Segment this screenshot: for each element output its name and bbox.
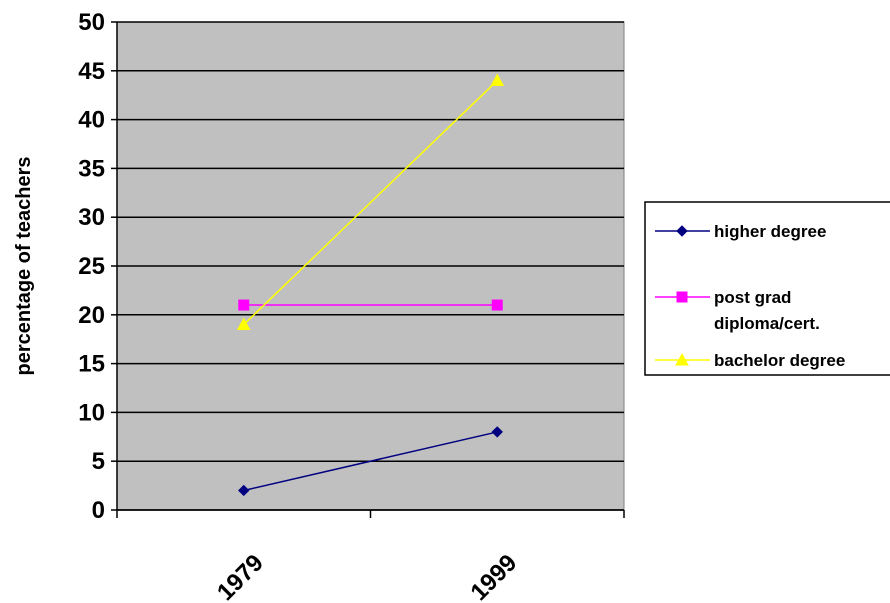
series-line [243, 80, 498, 326]
y-tick-label: 45 [78, 58, 105, 85]
legend: higher degree post grad diploma/cert. bache… [644, 201, 890, 376]
y-tick-label: 5 [92, 448, 105, 475]
y-tick-label: 40 [78, 107, 105, 134]
data-point [676, 225, 688, 237]
data-point [676, 291, 688, 303]
series-bachelor-degree [236, 73, 505, 331]
y-axis-title: percentage of teachers [13, 157, 35, 376]
data-point [491, 299, 503, 311]
y-tick-label: 10 [78, 399, 105, 426]
legend-label: diploma/cert. [714, 314, 820, 333]
series-higher-degree [238, 426, 503, 497]
x-tick-label: 1979 [212, 549, 269, 603]
y-tick-label: 0 [92, 497, 105, 524]
y-tick-label: 20 [78, 302, 105, 329]
legend-item: post grad diploma/cert. [655, 288, 820, 333]
series-layer [236, 73, 505, 497]
series-line [243, 431, 498, 492]
data-point [236, 317, 251, 331]
data-point [675, 352, 689, 366]
legend-label: post grad [714, 288, 791, 307]
legend-label: bachelor degree [714, 351, 845, 370]
x-tick-label: 1999 [466, 549, 523, 603]
legend-label: higher degree [714, 222, 826, 241]
y-tick-label: 25 [78, 253, 105, 280]
data-point [491, 426, 503, 438]
legend-item: higher degree [655, 222, 826, 241]
data-point [238, 299, 250, 311]
y-tick-label: 35 [78, 155, 105, 182]
y-axis: 0 5 10 15 20 25 30 35 40 45 50 [78, 9, 118, 524]
y-tick-label: 30 [78, 204, 105, 231]
data-point [490, 73, 505, 87]
x-axis: 1979 1999 [116, 509, 625, 603]
data-point [238, 484, 250, 497]
y-tick-label: 50 [78, 9, 105, 36]
series-post-grad-diploma-cert- [238, 299, 503, 311]
y-tick-label: 15 [78, 351, 105, 378]
legend-item: bachelor degree [655, 351, 845, 370]
